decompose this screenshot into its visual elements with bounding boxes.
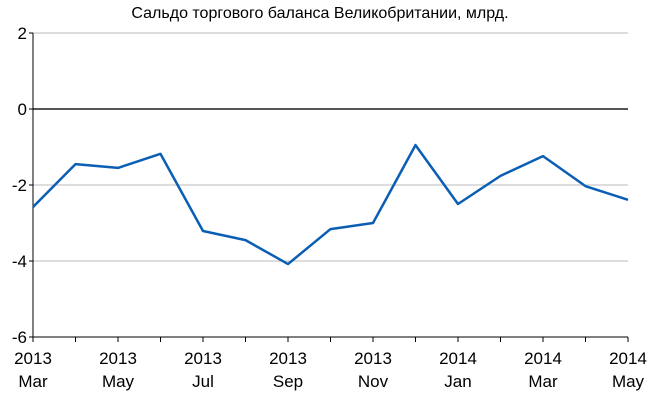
x-tick-label: Nov xyxy=(358,372,389,391)
x-tick-label: 2013 xyxy=(184,349,222,368)
x-tick-label: Mar xyxy=(18,372,48,391)
y-tick-label: -4 xyxy=(12,252,27,271)
x-tick-label: May xyxy=(612,372,645,391)
y-tick-label: -2 xyxy=(12,176,27,195)
x-tick-label: Mar xyxy=(528,372,558,391)
y-tick-label: 0 xyxy=(18,100,27,119)
data-line xyxy=(32,143,629,266)
x-tick-label: May xyxy=(102,372,135,391)
x-tick-label: 2013 xyxy=(99,349,137,368)
chart-title: Сальдо торгового баланса Великобритании,… xyxy=(131,5,508,22)
y-tick-label: -6 xyxy=(12,328,27,347)
x-tick-label: 2014 xyxy=(439,349,477,368)
x-tick-label: Jan xyxy=(444,372,471,391)
x-tick-label: 2014 xyxy=(524,349,562,368)
x-tick-label: 2014 xyxy=(609,349,647,368)
x-tick-label: Jul xyxy=(192,372,214,391)
y-tick-label: 2 xyxy=(18,24,27,43)
x-tick-label: Sep xyxy=(273,372,303,391)
x-tick-label: 2013 xyxy=(269,349,307,368)
x-tick-label: 2013 xyxy=(14,349,52,368)
x-tick-label: 2013 xyxy=(354,349,392,368)
